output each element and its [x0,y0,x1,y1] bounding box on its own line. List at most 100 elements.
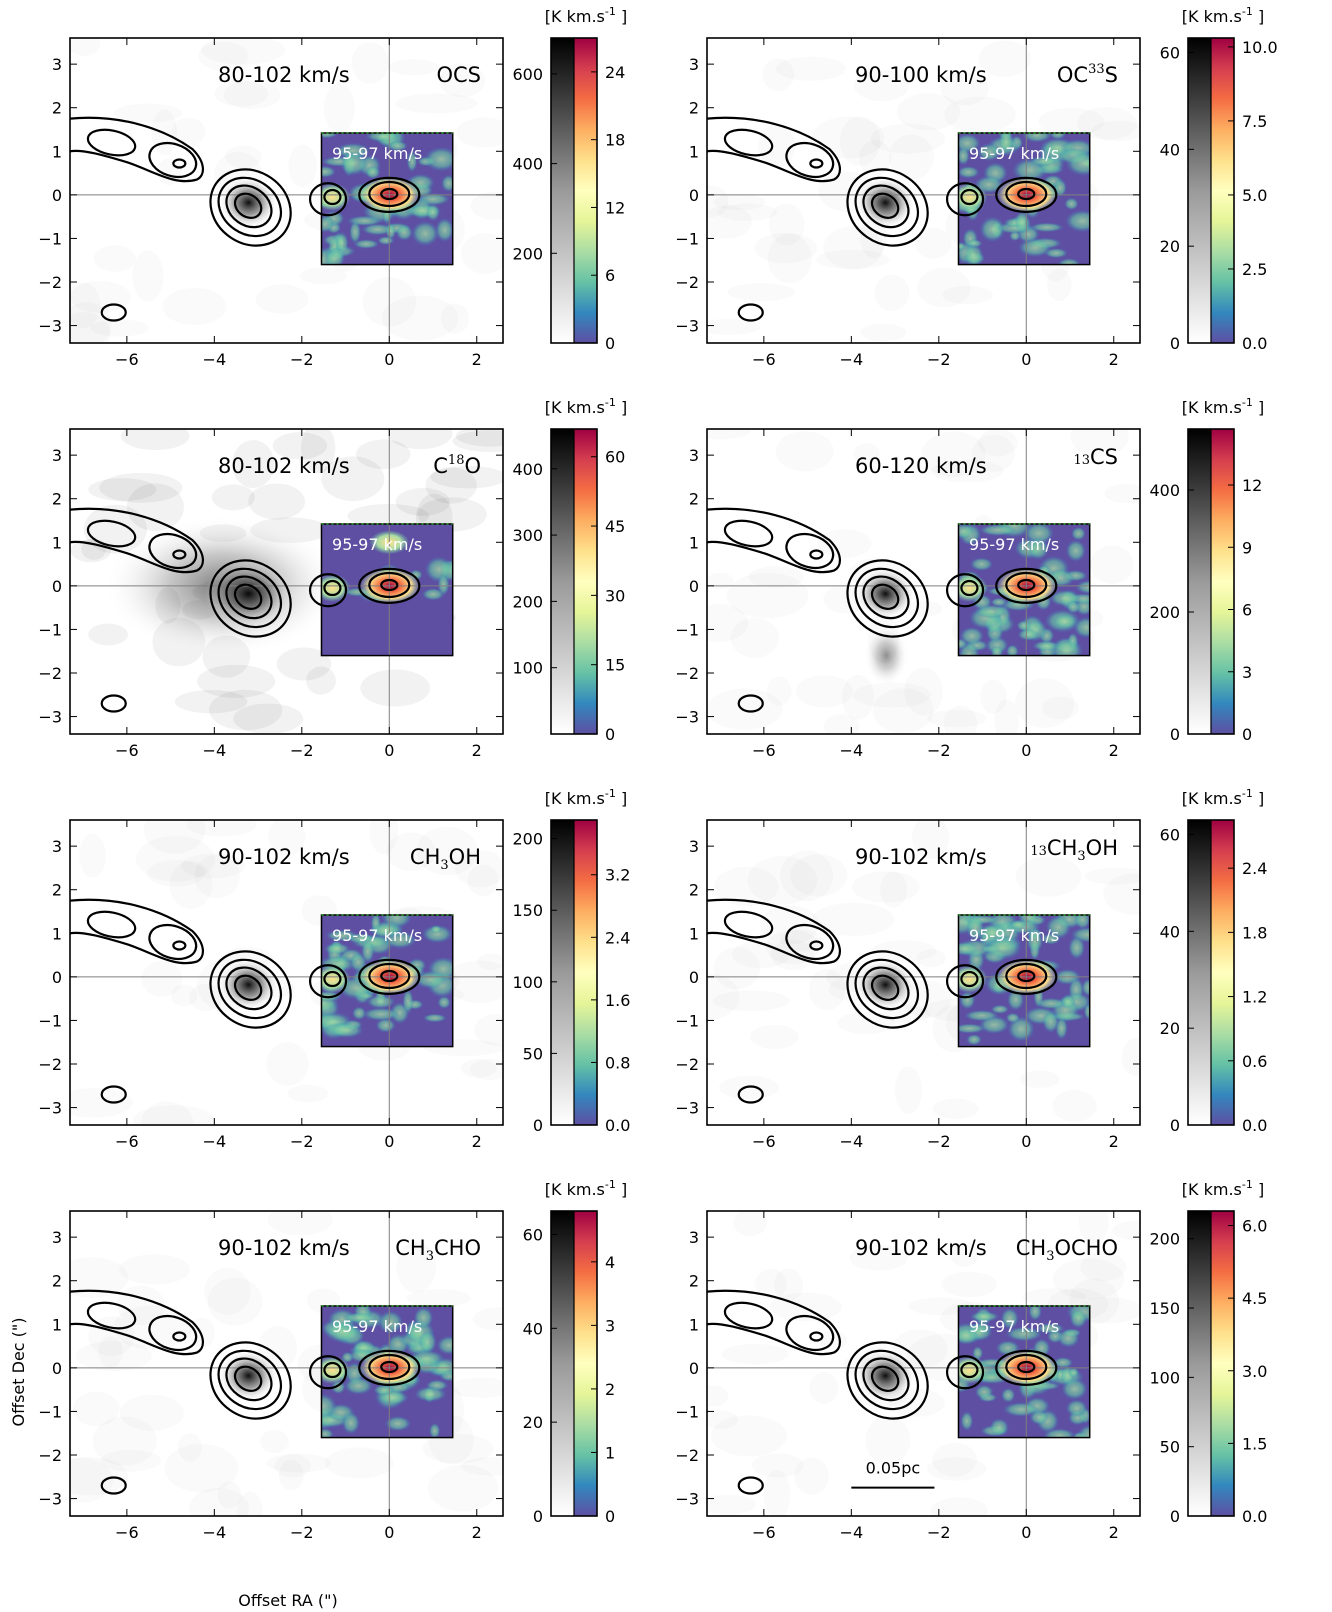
inset-emission [349,220,361,244]
background-noise [288,1085,329,1103]
panel-8: −6 −4 −2 0 2 −3 −2 −1 0 1 2 3 90-102 km/s CH3OCHO 95-9… [675,1178,1267,1542]
gray-tick-label: 20 [523,1413,543,1432]
inset-velocity-label: 95-97 km/s [332,1317,422,1336]
contour-core-2 [854,176,920,238]
contour-peak-3 [1017,1360,1036,1374]
contour-outflow [70,507,204,574]
x-tick-label: −4 [203,1132,227,1151]
background-noise [260,1430,289,1453]
y-tick-label: 2 [689,99,699,118]
contour-core-4 [233,974,263,1001]
contour-outflow [707,507,841,574]
inset-emission [1065,209,1090,233]
background-noise [696,1385,728,1406]
x-tick-label: −2 [927,1132,951,1151]
contour-knot-1 [723,128,774,157]
y-tick-label: 1 [689,924,699,943]
molecule-label: 13CH3OH [1030,836,1118,864]
inset-emission [990,645,1004,656]
color-tick-label: 12 [605,198,625,217]
contour-core-4 [233,192,263,219]
background-noise [473,1307,526,1331]
colorbar-gray [1188,1211,1211,1516]
plot-frame [706,37,1141,344]
inset-emission [1029,222,1065,233]
inset-emission [321,215,335,233]
y-tick-label: 0 [52,968,62,987]
x-tick-label: −2 [290,1132,314,1151]
contour-outflow [70,898,204,965]
map-layer [70,38,517,343]
background-noise [81,538,107,560]
background-noise [417,497,487,532]
color-tick-label: 10.0 [1242,38,1278,57]
contour-core-2 [217,1349,283,1411]
contour-outflow [707,898,841,965]
gray-tick-label: 40 [1160,922,1180,941]
contour-core-1 [209,559,292,638]
background-noise [196,664,276,698]
gray-tick-label: 300 [512,526,543,545]
background-noise [430,466,503,489]
background-noise [470,192,517,220]
velocity-label: 90-102 km/s [218,845,350,869]
x-tick-label: 0 [1021,1523,1031,1542]
background-noise [147,860,205,887]
x-tick-label: 0 [384,1132,394,1151]
y-tick-label: 1 [689,1315,699,1334]
y-tick-label: 1 [52,924,62,943]
map-layer [70,429,503,734]
colorbar-gray [551,820,574,1125]
background-noise [100,1450,161,1472]
gray-tick-label: 100 [1149,1368,1180,1387]
x-tick-label: −6 [115,350,139,369]
color-tick-label: 24 [605,63,625,82]
gray-tick-label: 40 [523,1319,543,1338]
inset-emission [422,924,453,944]
x-tick-label: −4 [203,741,227,760]
gray-tick-label: 100 [512,973,543,992]
contour-core-2 [217,958,283,1020]
map-layer [707,429,1140,734]
contour-knot-1 [723,1301,774,1330]
background-noise [461,233,509,274]
color-tick-label: 2.5 [1242,260,1267,279]
y-tick-label: −3 [675,1490,699,1509]
inset-emission [1052,1357,1074,1369]
velocity-label: 80-102 km/s [218,454,350,478]
inset-emission [437,995,451,1009]
y-tick-label: 3 [52,55,62,74]
inset-emission [1065,1399,1088,1417]
color-tick-label: 3 [1242,663,1252,682]
y-tick-label: 2 [52,881,62,900]
inset-emission [979,524,1017,536]
color-tick-label: 6.0 [1242,1217,1267,1236]
x-tick-label: −6 [115,1523,139,1542]
inset-emission [1074,914,1090,930]
inset-velocity-label: 95-97 km/s [332,926,422,945]
contour-west-1 [308,182,348,217]
background-noise [461,1457,521,1476]
inset-emission [1083,1002,1090,1021]
inset-emission [1029,155,1059,167]
beam-ellipse [100,303,127,322]
contour-peak-2 [1005,1353,1048,1381]
contour-core-1 [846,950,929,1029]
inset-emission [1050,639,1084,656]
contour-core-3 [862,575,910,620]
y-tick-label: 3 [689,55,699,74]
color-tick-label: 0 [1242,725,1252,744]
colorbar-unit: [K km.s-1 ] [545,396,627,417]
inset-emission [960,1411,974,1431]
contours [70,1289,421,1495]
background-noise [347,503,430,528]
inset-emission [970,557,994,571]
inset-velocity-label: 95-97 km/s [969,144,1059,163]
background-noise [776,431,834,471]
contour-west-1 [945,1355,985,1390]
y-tick-label: 2 [52,490,62,509]
background-noise [477,953,505,969]
gray-tick-label: 50 [1160,1438,1180,1457]
